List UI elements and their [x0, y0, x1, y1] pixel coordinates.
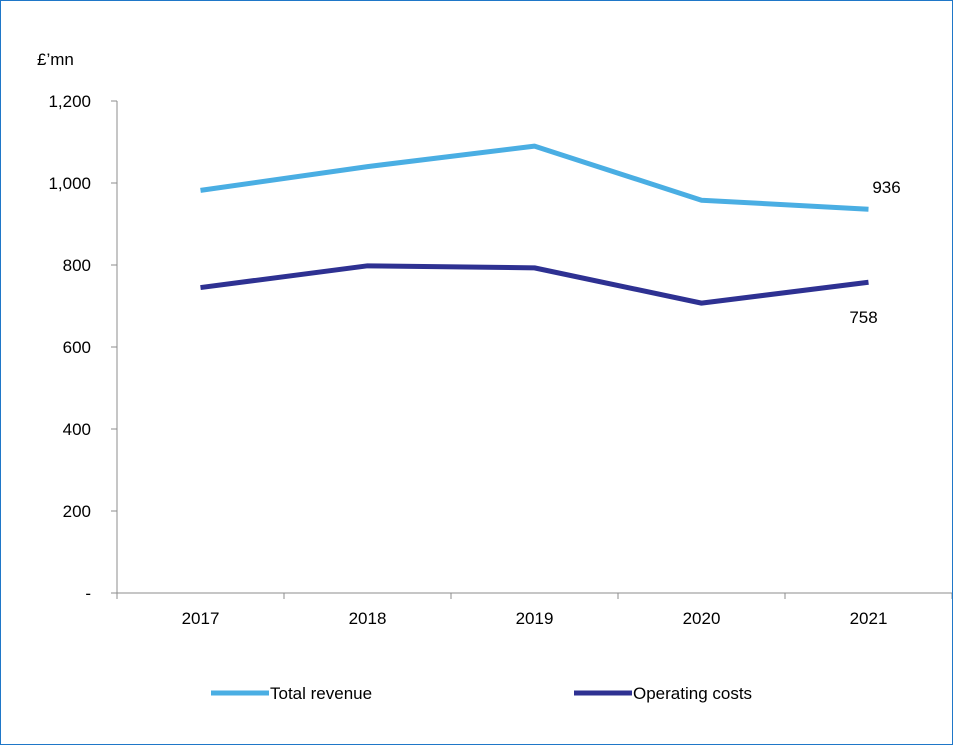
y-tick-label: 1,200 — [48, 92, 91, 111]
x-tick-label: 2017 — [182, 609, 220, 628]
data-labels: 936 758 — [849, 178, 900, 327]
x-axis-ticks: 2017 2018 2019 2020 2021 — [116, 593, 952, 628]
series-lines — [200, 143, 869, 306]
data-label-total-revenue-2021: 936 — [872, 178, 900, 197]
x-tick-label: 2019 — [516, 609, 554, 628]
axes — [116, 101, 952, 594]
x-tick-label: 2018 — [349, 609, 387, 628]
legend-label-operating-costs: Operating costs — [633, 684, 752, 703]
x-tick-label: 2021 — [850, 609, 888, 628]
y-tick-label: 800 — [63, 256, 91, 275]
y-tick-label: 600 — [63, 338, 91, 357]
y-axis-unit-label: £’mn — [37, 50, 74, 69]
y-tick-label: - — [85, 584, 91, 603]
legend-label-total-revenue: Total revenue — [270, 684, 372, 703]
x-tick-label: 2020 — [683, 609, 721, 628]
data-label-operating-costs-2021: 758 — [849, 308, 877, 327]
y-tick-label: 400 — [63, 420, 91, 439]
series-line-total-revenue — [200, 143, 869, 212]
series-line-operating-costs — [200, 263, 869, 306]
y-tick-label: 1,000 — [48, 174, 91, 193]
legend: Total revenue Operating costs — [211, 684, 752, 703]
y-axis-ticks: - 200 400 600 800 1,000 1,200 — [48, 92, 117, 603]
y-tick-label: 200 — [63, 502, 91, 521]
